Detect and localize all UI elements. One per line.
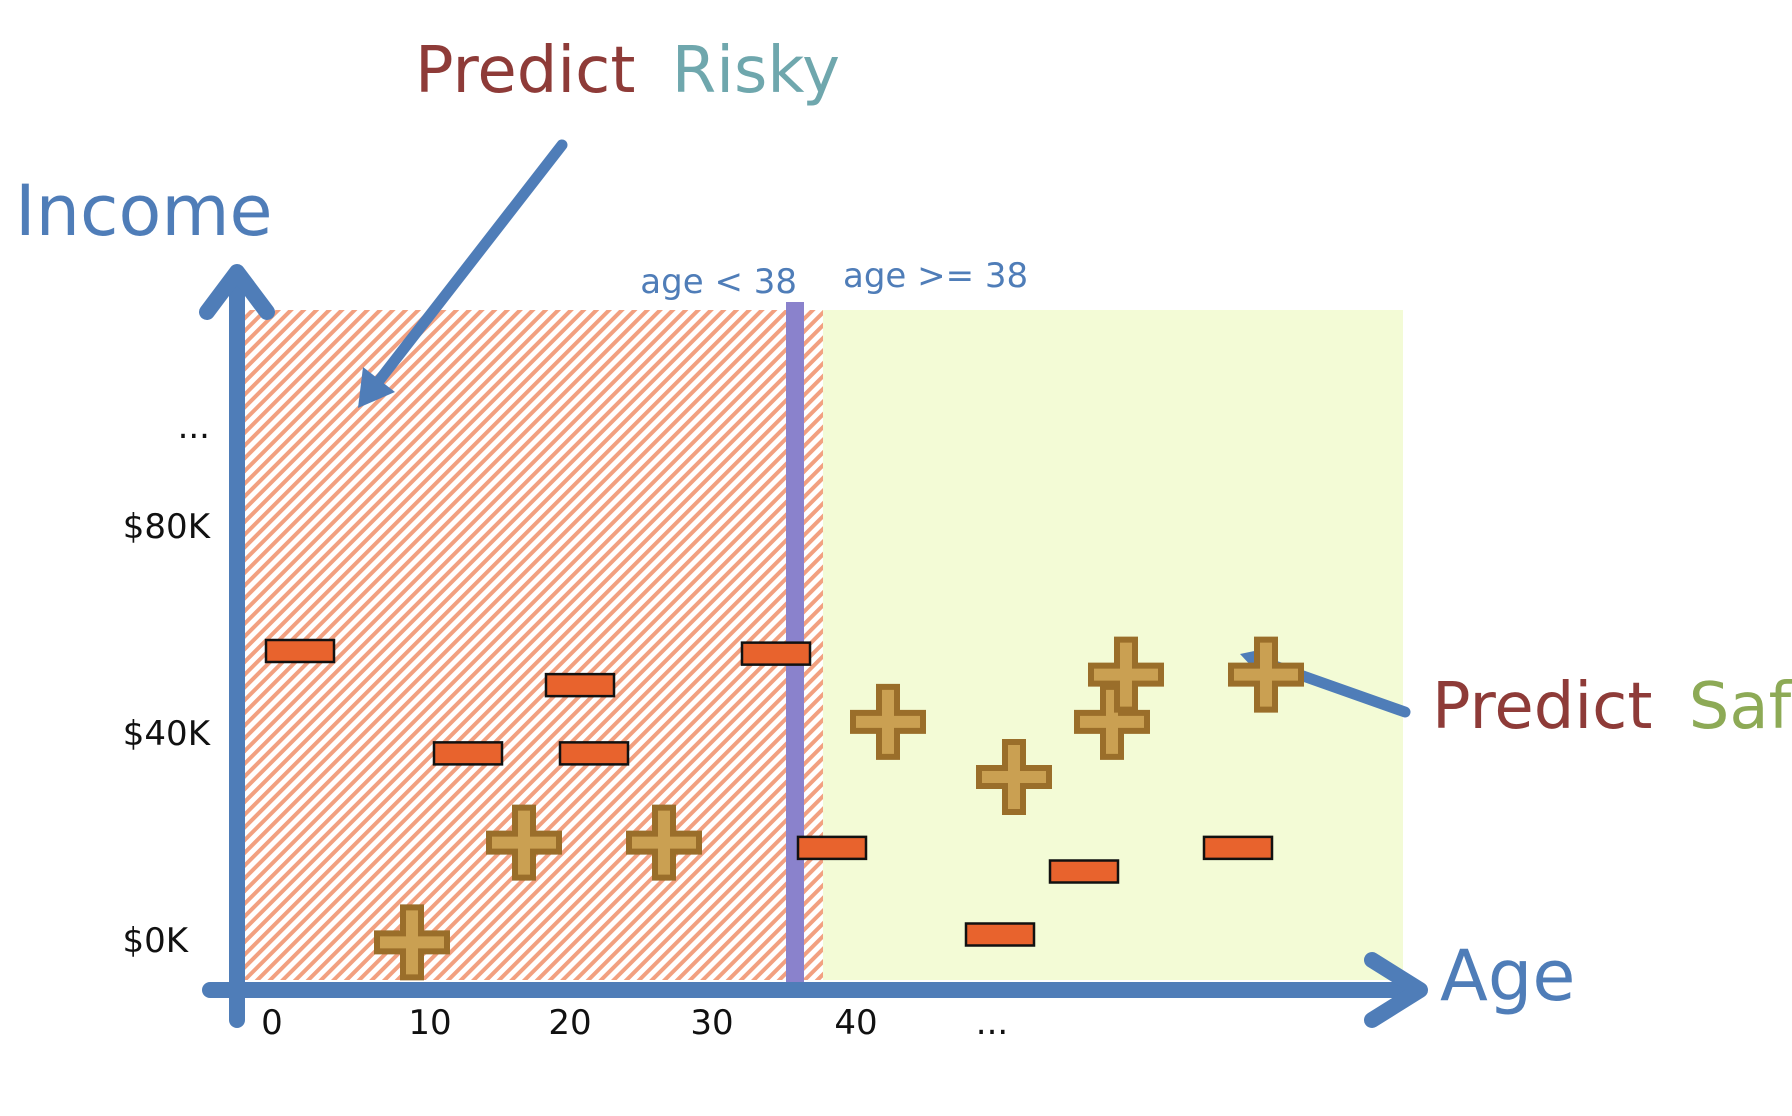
- y-tick-label: ...: [178, 407, 210, 447]
- minus-point: [544, 672, 616, 698]
- x-tick-label: 30: [690, 1003, 733, 1043]
- predict-risky-label: Predict Risky: [415, 34, 840, 108]
- predict-safe-label: Predict Safe: [1432, 670, 1792, 744]
- minus-point: [964, 922, 1036, 947]
- minus-point: [432, 741, 504, 766]
- x-tick-label: 40: [834, 1003, 877, 1043]
- y-tick-label: $40K: [123, 714, 212, 754]
- y-tick-label: $80K: [123, 507, 212, 547]
- minus-point: [796, 835, 868, 861]
- x-axis-title: Age: [1440, 935, 1575, 1017]
- risky-arrow-shaft: [372, 139, 568, 388]
- split-left-label: age < 38: [640, 262, 797, 302]
- y-tick-label: $0K: [122, 921, 189, 961]
- x-tick-label: 0: [261, 1003, 283, 1043]
- minus-point: [558, 741, 630, 766]
- minus-point: [264, 638, 336, 664]
- plus-point: [1074, 683, 1150, 760]
- minus-point: [1048, 859, 1120, 884]
- x-axis-arrowhead: [1364, 952, 1428, 1028]
- plus-point: [626, 804, 702, 881]
- predict-risky-word2: Risky: [672, 34, 840, 108]
- plus-point: [1088, 636, 1164, 713]
- predict-safe-word2: Safe: [1689, 670, 1792, 744]
- minus-point: [740, 641, 812, 666]
- minus-point: [1202, 835, 1274, 861]
- plus-point: [374, 904, 450, 981]
- plus-point: [850, 683, 926, 760]
- split-right-label: age >= 38: [843, 256, 1028, 296]
- y-axis-title: Income: [15, 170, 273, 252]
- x-tick-label: 20: [548, 1003, 591, 1043]
- data-points: [264, 636, 1304, 981]
- x-tick-label: 10: [408, 1003, 451, 1043]
- plus-point: [486, 804, 562, 881]
- tick-labels: 0 10 20 30 40 ... $0K $40K $80K...: [122, 407, 1008, 1043]
- plus-point: [1228, 636, 1304, 713]
- plus-point: [976, 739, 1052, 815]
- risky-arrowhead: [358, 367, 395, 408]
- y-axis-arrowhead: [199, 264, 275, 320]
- x-tick-label: ...: [976, 1003, 1008, 1043]
- predict-safe-word1: Predict: [1432, 670, 1652, 744]
- predict-risky-word1: Predict: [415, 34, 635, 108]
